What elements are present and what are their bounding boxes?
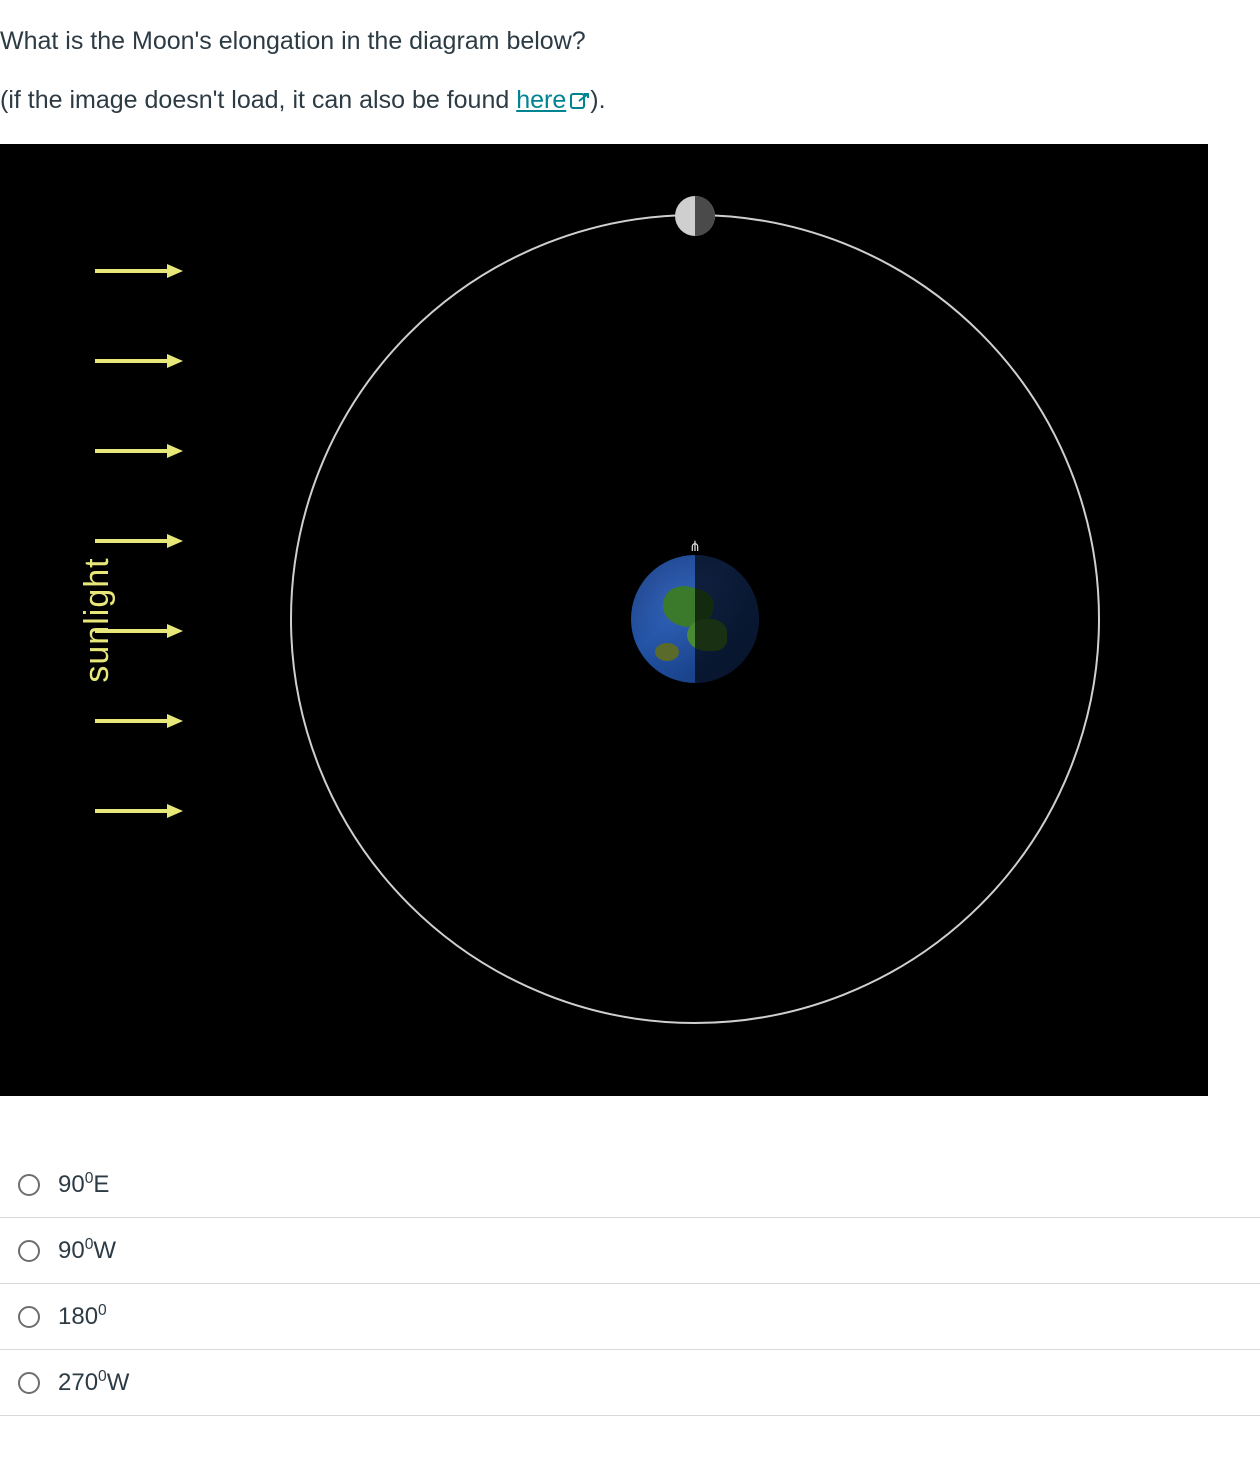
earth: ⋔ <box>631 555 759 683</box>
diagram-container: sunlight ⋔ <box>0 144 1208 1096</box>
earth-night-side <box>695 555 759 683</box>
moon <box>675 196 715 236</box>
moon-orbit: ⋔ <box>290 214 1100 1024</box>
answer-option[interactable]: 900W <box>0 1218 1260 1284</box>
sunlight-arrows <box>95 264 183 894</box>
sunlight-arrow <box>95 714 183 728</box>
question-sub-text: (if the image doesn't load, it can also … <box>0 83 1260 120</box>
answer-label: 900E <box>58 1170 109 1199</box>
sunlight-arrow <box>95 804 183 818</box>
answer-option[interactable]: 2700W <box>0 1350 1260 1416</box>
question-block: What is the Moon's elongation in the dia… <box>0 24 1260 1416</box>
sunlight-arrow <box>95 534 183 548</box>
radio-button[interactable] <box>18 1306 40 1328</box>
answer-options: 900E 900W 1800 2700W <box>0 1152 1260 1416</box>
link-text: here <box>516 86 566 114</box>
radio-button[interactable] <box>18 1174 40 1196</box>
observer-glyph: ⋔ <box>687 539 703 555</box>
sunlight-arrow <box>95 264 183 278</box>
sunlight-arrow <box>95 624 183 638</box>
question-sub-suffix: ). <box>590 86 605 114</box>
external-link-icon <box>570 85 590 120</box>
answer-label: 2700W <box>58 1368 129 1397</box>
question-sub-prefix: (if the image doesn't load, it can also … <box>0 86 516 114</box>
elongation-diagram: sunlight ⋔ <box>0 144 1208 1096</box>
earth-landmass <box>655 643 679 661</box>
image-alt-link[interactable]: here <box>516 86 590 114</box>
radio-button[interactable] <box>18 1240 40 1262</box>
radio-button[interactable] <box>18 1372 40 1394</box>
earth-sphere <box>631 555 759 683</box>
answer-option[interactable]: 900E <box>0 1152 1260 1218</box>
answer-label: 900W <box>58 1236 116 1265</box>
sunlight-arrow <box>95 444 183 458</box>
answer-option[interactable]: 1800 <box>0 1284 1260 1350</box>
moon-dark-side <box>695 196 715 236</box>
sunlight-arrow <box>95 354 183 368</box>
question-main-text: What is the Moon's elongation in the dia… <box>0 24 1260 59</box>
answer-label: 1800 <box>58 1302 107 1331</box>
